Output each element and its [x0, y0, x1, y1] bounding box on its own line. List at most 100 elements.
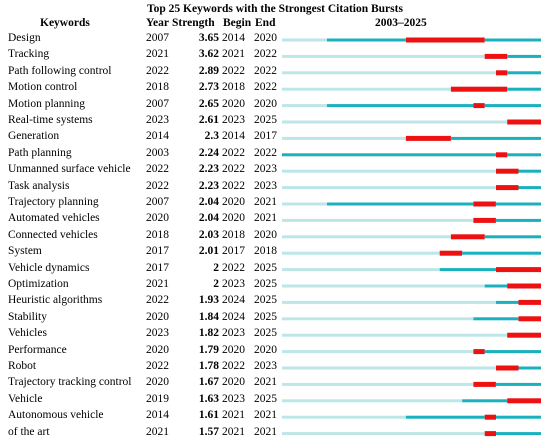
column-header-timespan: 2003–2025: [375, 17, 427, 29]
keyword-cell: Motion planning: [8, 97, 85, 110]
keyword-cell: Connected vehicles: [8, 228, 98, 241]
burst-segment: [496, 267, 541, 273]
begin-cell: 2024: [222, 310, 245, 323]
burst-segment: [473, 201, 496, 207]
year-cell: 2021: [146, 425, 169, 438]
keyword-cell: Generation: [8, 130, 60, 143]
strength-cell: 1.78: [198, 360, 219, 372]
strength-cell: 1.93: [198, 294, 219, 307]
end-cell: 2025: [254, 392, 277, 405]
burst-segment: [484, 431, 496, 437]
keyword-cell: Motion control: [8, 81, 78, 94]
year-cell: 2020: [146, 310, 169, 323]
strength-cell: 2.03: [198, 228, 219, 241]
timeline-active-segment: [327, 202, 474, 206]
burst-segment: [405, 37, 485, 43]
end-cell: 2020: [254, 97, 277, 110]
burst-segment: [496, 168, 519, 174]
year-cell: 2003: [146, 146, 169, 159]
timeline-active-segment: [507, 54, 541, 58]
begin-cell: 2020: [222, 196, 245, 208]
end-cell: 2025: [254, 310, 277, 323]
year-cell: 2023: [146, 114, 169, 126]
begin-cell: 2014: [222, 32, 245, 44]
timeline-pre-segment: [282, 202, 327, 206]
year-cell: 2020: [146, 376, 169, 389]
timeline-active-segment: [496, 415, 541, 419]
end-cell: 2025: [254, 294, 277, 307]
timeline-pre-segment: [282, 333, 508, 337]
strength-cell: 2: [213, 261, 219, 274]
burst-segment: [518, 316, 541, 322]
year-cell: 2007: [146, 97, 169, 110]
keyword-cell: Tracking: [8, 48, 50, 61]
keyword-cell: Autonomous vehicle: [8, 409, 104, 422]
strength-cell: 1.84: [198, 310, 219, 323]
timeline-active-segment: [439, 268, 496, 272]
end-cell: 2021: [254, 425, 277, 438]
begin-cell: 2020: [222, 343, 245, 356]
timeline-pre-segment: [282, 235, 451, 239]
strength-cell: 2.65: [198, 97, 219, 110]
timeline-pre-segment: [282, 71, 496, 75]
end-cell: 2023: [254, 179, 277, 192]
burst-segment: [405, 135, 451, 141]
keyword-cell: of the art: [8, 425, 50, 438]
burst-segment: [450, 86, 508, 92]
timeline-pre-segment: [282, 169, 496, 173]
chart-title: Top 25 Keywords with the Strongest Citat…: [147, 3, 403, 15]
burst-segment: [450, 234, 485, 240]
begin-cell: 2023: [222, 278, 245, 290]
begin-cell: 2020: [222, 97, 245, 110]
timeline-pre-segment: [282, 186, 496, 190]
keyword-cell: Stability: [8, 310, 47, 323]
end-cell: 2025: [254, 114, 277, 126]
burst-segment: [507, 283, 541, 289]
timeline-pre-segment: [282, 218, 474, 222]
year-cell: 2021: [146, 48, 169, 61]
year-cell: 2020: [146, 212, 169, 225]
end-cell: 2022: [254, 146, 277, 159]
begin-cell: 2024: [222, 294, 245, 307]
end-cell: 2017: [254, 130, 277, 143]
timeline-active-segment: [496, 202, 541, 206]
end-cell: 2021: [254, 376, 277, 389]
strength-cell: 1.61: [198, 409, 219, 422]
timeline-active-segment: [462, 399, 508, 403]
year-cell: 2022: [146, 179, 169, 192]
year-cell: 2019: [146, 392, 169, 405]
keyword-cell: Robot: [8, 360, 37, 372]
year-cell: 2018: [146, 228, 169, 241]
burst-segment: [496, 185, 519, 191]
year-cell: 2018: [146, 81, 169, 94]
timeline-pre-segment: [282, 300, 496, 304]
timeline-active-segment: [473, 317, 519, 321]
timeline-pre-segment: [282, 415, 406, 419]
begin-cell: 2022: [222, 261, 245, 274]
begin-cell: 2022: [222, 360, 245, 372]
begin-cell: 2023: [222, 392, 245, 405]
begin-cell: 2020: [222, 376, 245, 389]
timeline-pre-segment: [282, 136, 406, 140]
column-header-strength: Strength: [172, 17, 215, 29]
keyword-cell: Design: [8, 32, 41, 44]
begin-cell: 2021: [222, 409, 245, 422]
end-cell: 2020: [254, 343, 277, 356]
timeline-active-segment: [507, 71, 541, 75]
end-cell: 2025: [254, 261, 277, 274]
year-cell: 2023: [146, 327, 169, 340]
timeline-active-segment: [484, 284, 508, 288]
burst-segment: [518, 299, 541, 305]
burst-segment: [473, 381, 496, 387]
strength-cell: 2.3: [204, 130, 219, 143]
burst-segment: [473, 349, 485, 355]
keyword-cell: Trajectory tracking control: [8, 376, 132, 389]
strength-cell: 1.67: [198, 376, 219, 389]
timeline-pre-segment: [282, 382, 474, 386]
begin-cell: 2023: [222, 327, 245, 340]
end-cell: 2021: [254, 212, 277, 225]
timeline-pre-segment: [282, 120, 508, 124]
year-cell: 2022: [146, 163, 169, 176]
begin-cell: 2017: [222, 245, 245, 258]
